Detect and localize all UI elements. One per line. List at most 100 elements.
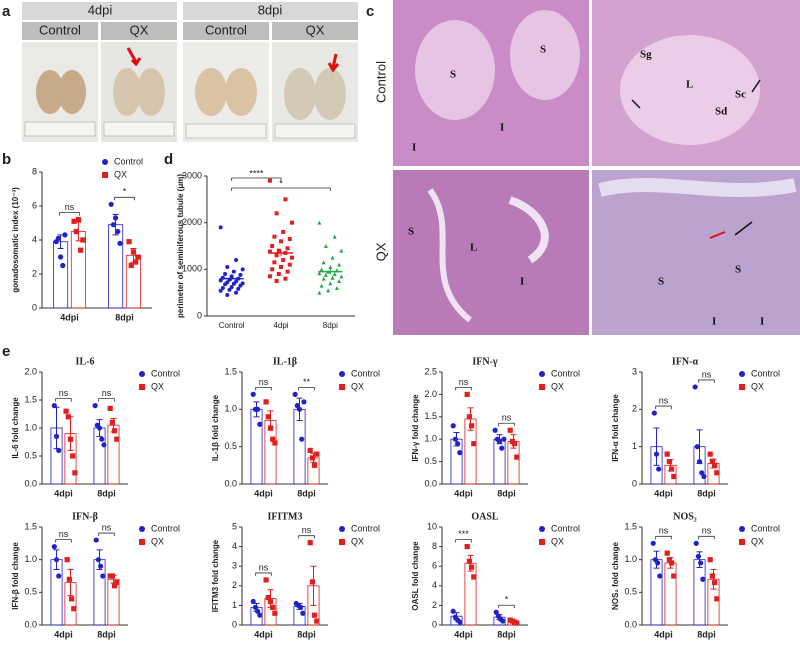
data-point [263, 577, 269, 583]
panel-letter: c [366, 3, 374, 20]
image-label: L [470, 242, 477, 254]
histology-image [393, 170, 589, 335]
y-tick-label: 1.5 [224, 366, 237, 376]
significance-bracket [55, 398, 72, 402]
data-point [92, 403, 98, 409]
data-point [272, 234, 277, 239]
data-point [539, 539, 545, 545]
y-tick-label: 1.0 [624, 554, 637, 564]
panel-letter: e [2, 343, 10, 360]
x-tick-label: 4dpi [454, 629, 473, 639]
legend-label: Control [351, 523, 380, 533]
data-point [339, 274, 344, 279]
data-point [299, 436, 305, 442]
y-tick-label: 0.0 [624, 619, 637, 629]
data-point [666, 459, 672, 465]
image-label: S [408, 226, 414, 238]
x-tick-label: 8dpi [323, 321, 338, 330]
significance-bracket [231, 187, 331, 191]
header-bar [22, 2, 177, 20]
data-point [238, 272, 243, 277]
data-point [112, 215, 119, 221]
data-point [698, 560, 704, 566]
data-point [457, 450, 463, 456]
bar [693, 559, 706, 626]
data-point [238, 283, 243, 288]
data-point [464, 544, 470, 550]
significance-bracket [55, 539, 72, 543]
data-point [323, 244, 328, 248]
x-tick-label: 4dpi [60, 312, 79, 322]
y-tick-label: 4 [32, 234, 37, 244]
legend-label: QX [351, 381, 364, 391]
y-axis-label: perimeter of seminiferous tubule (μm) [176, 174, 185, 318]
y-axis-label: IFITM3 fold change [211, 539, 220, 612]
y-tick-label: 1.5 [24, 394, 37, 404]
image-label: I [500, 122, 504, 134]
significance-label: ns [659, 526, 669, 536]
data-point [270, 436, 276, 442]
lumen [508, 196, 549, 264]
data-point [321, 276, 326, 281]
data-point [317, 290, 322, 295]
data-point [334, 286, 339, 290]
y-tick-label: 0 [32, 302, 37, 312]
data-point [450, 608, 456, 614]
data-point [714, 596, 720, 602]
significance-bracket [698, 535, 715, 540]
data-point [220, 286, 225, 290]
data-point [668, 466, 675, 472]
chart-title: IFITM3 [268, 511, 303, 522]
image-label: I [712, 316, 716, 328]
header-bar [101, 22, 177, 40]
data-point [296, 406, 303, 412]
time-label: 4dpi [88, 2, 113, 17]
data-point [339, 384, 345, 390]
data-point [696, 459, 703, 465]
significance-bracket [455, 539, 472, 543]
image-label: L [686, 79, 693, 91]
data-point [102, 172, 108, 178]
data-point [75, 217, 82, 223]
data-point [281, 258, 286, 262]
data-point [72, 470, 78, 476]
data-point [695, 553, 702, 560]
data-point [114, 436, 120, 442]
data-point [56, 447, 62, 453]
panel-a: 4dpi 8dpi Control QX Control QX [22, 2, 358, 142]
data-point [500, 618, 506, 624]
data-point [108, 201, 114, 207]
y-tick-label: 0.5 [424, 456, 437, 466]
y-tick-label: 0 [197, 310, 202, 320]
bar [650, 559, 663, 626]
y-tick-label: 0.5 [24, 587, 37, 597]
data-point [298, 604, 304, 610]
data-point [321, 260, 326, 265]
y-tick-label: 0.0 [24, 619, 37, 629]
data-point [650, 540, 656, 546]
data-point [330, 275, 335, 280]
data-point [457, 619, 463, 625]
x-tick-label: 8dpi [497, 488, 516, 498]
group-label: QX [130, 22, 149, 37]
significance-label: ns [459, 377, 469, 387]
data-point [309, 579, 315, 585]
data-point [653, 451, 660, 457]
legend-label: Control [114, 156, 143, 166]
data-point [95, 557, 102, 563]
data-point [250, 391, 256, 397]
data-point [323, 272, 328, 277]
data-point [493, 609, 499, 615]
data-point [511, 441, 518, 447]
x-tick-label: 4dpi [54, 629, 73, 639]
image-label: S [450, 69, 456, 81]
y-tick-label: 0 [232, 619, 237, 629]
significance-label: * [505, 595, 509, 605]
data-point [311, 462, 318, 468]
data-point [455, 441, 461, 447]
data-point [301, 399, 307, 405]
data-point [268, 178, 272, 183]
significance-label: ns [702, 369, 712, 379]
chart-title: IL-1β [273, 356, 297, 367]
data-point [139, 384, 145, 390]
